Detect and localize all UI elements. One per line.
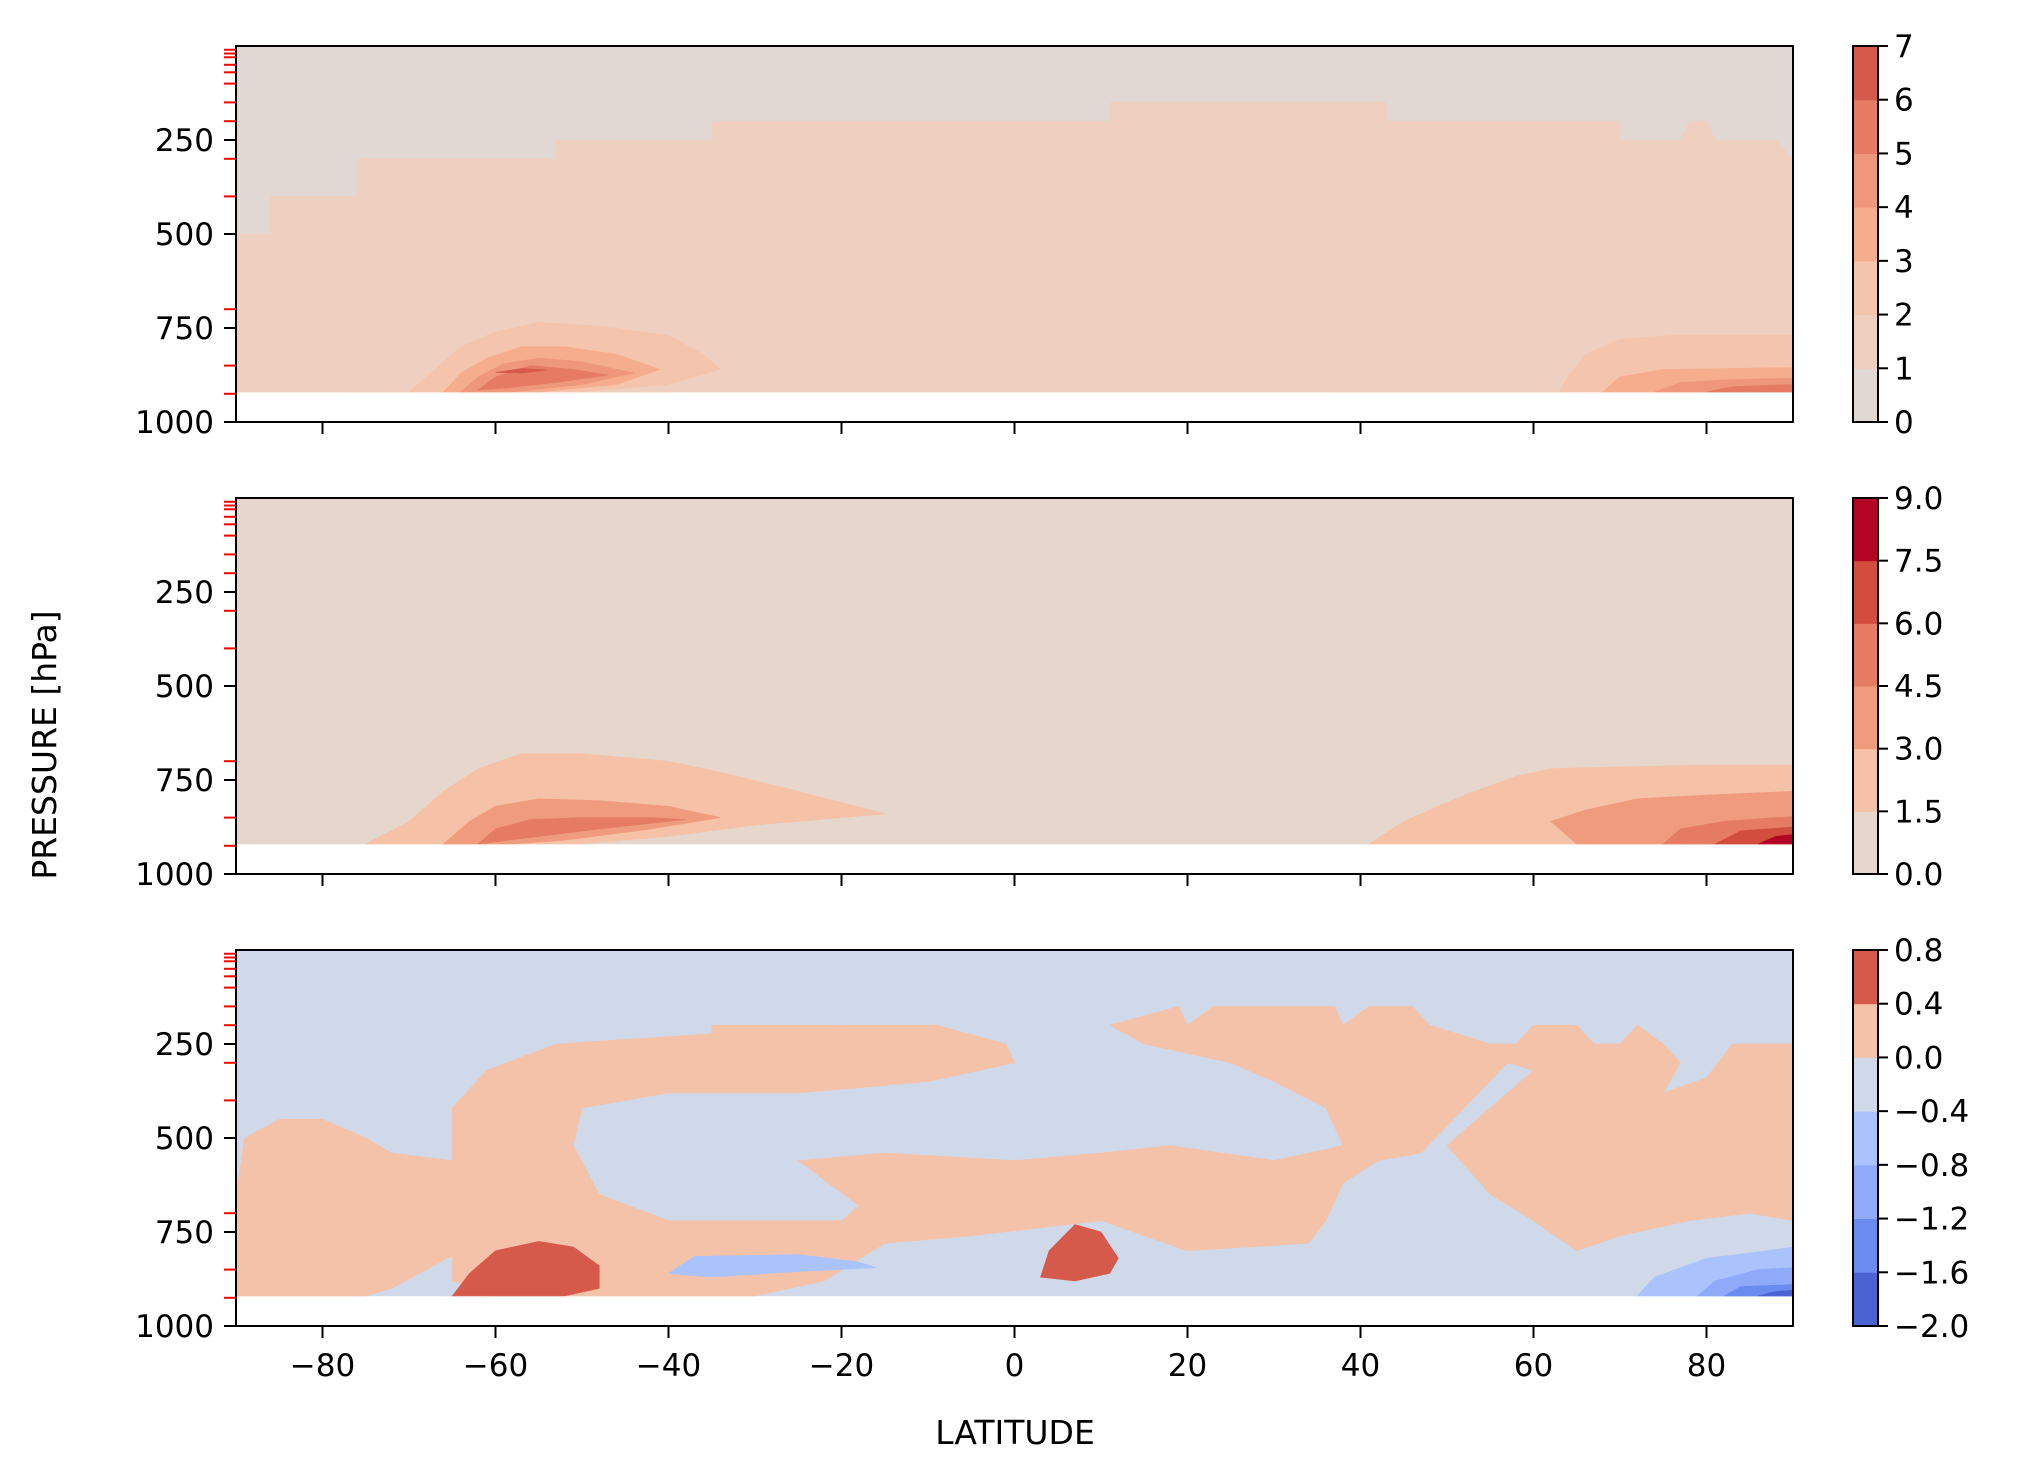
colorbar-swatch [1853, 1272, 1878, 1327]
colorbar-tick-label: 0 [1894, 405, 1914, 441]
colorbar-2: 0.0 1.5 3.0 4.5 6.0 7.5 9.0 [1852, 481, 1943, 893]
colorbar-swatch [1853, 207, 1878, 262]
contour-region-level-3 [477, 817, 686, 845]
colorbar-swatch [1853, 1218, 1878, 1273]
colorbar-frame [1852, 45, 1879, 423]
colorbar-tick-label: −2.0 [1894, 1309, 1969, 1345]
colorbar-tick-label: 3.0 [1894, 732, 1943, 768]
colorbar-tick-label: −1.2 [1894, 1202, 1969, 1238]
colorbar-swatch [1853, 1164, 1878, 1220]
colorbar-tick-label: 0.0 [1894, 857, 1943, 893]
colorbar-tick-label: 4.5 [1894, 669, 1943, 705]
colorbar-swatch [1853, 1057, 1878, 1112]
x-tick-label: 80 [1687, 1348, 1726, 1384]
y-tick-label: 1000 [135, 405, 214, 441]
contour-region-level-6 [495, 368, 548, 374]
colorbar-tick-label: −0.4 [1894, 1094, 1969, 1130]
y-tick-label: 500 [155, 669, 214, 705]
contour-region-level-5 [236, 1118, 470, 1297]
colorbar-tick-label: −0.8 [1894, 1148, 1969, 1184]
colorbar-tick-label: 7 [1894, 29, 1914, 65]
x-tick-label: 0 [1005, 1348, 1025, 1384]
colorbar-swatch [1853, 260, 1878, 316]
colorbar-swatch [1853, 748, 1878, 812]
contour-region-level-3 [667, 1254, 877, 1278]
colorbar-swatch [1853, 153, 1878, 208]
y-tick-label: 250 [155, 123, 214, 159]
colorbar-swatch [1853, 46, 1878, 101]
colorbar-swatch [1853, 1003, 1878, 1058]
x-tick-label: −40 [636, 1348, 701, 1384]
colorbar-swatch [1853, 314, 1878, 369]
colorbar-swatch [1853, 560, 1878, 624]
colorbar-swatch [1853, 811, 1878, 875]
contour-panel-1: 250 500 750 1000 0 1 2 3 4 5 6 7 [135, 29, 1914, 441]
x-axis-label: LATITUDE [935, 1413, 1095, 1452]
y-tick-label: 250 [155, 575, 214, 611]
colorbar-3: −2.0 −1.6 −1.2 −0.8 −0.4 0.0 0.4 0.8 [1852, 933, 1969, 1345]
colorbar-swatch [1853, 99, 1878, 154]
colorbar-tick-label: 0.0 [1894, 1040, 1943, 1076]
colorbar-swatch [1853, 498, 1878, 562]
contour-region-level-6 [451, 1241, 600, 1297]
y-tick-label: 750 [155, 763, 214, 799]
contour-region-level-0 [1758, 1289, 1793, 1297]
colorbar-tick-label: 6 [1894, 83, 1914, 119]
contour-region-level-1 [1040, 320, 1102, 370]
y-tick-label: 1000 [135, 857, 214, 893]
colorbar-tick-label: 6.0 [1894, 606, 1943, 642]
colorbar-1: 0 1 2 3 4 5 6 7 [1852, 29, 1914, 441]
colorbar-swatch [1853, 950, 1878, 1005]
y-tick-label: 500 [155, 217, 214, 253]
contour-panels: 250 500 750 1000 0 1 2 3 4 5 6 7 250 500 750 1000 0.0 1.5… [135, 29, 1969, 1384]
colorbar-tick-label: 5 [1894, 136, 1914, 172]
contour-panel-3: 250 500 750 1000 −80 −60 −40 −20 0 20 40 60 80 −2.0 −1… [135, 933, 1969, 1384]
colorbar-swatch [1853, 623, 1878, 687]
colorbar-frame [1852, 949, 1879, 1327]
x-tick-label: −60 [463, 1348, 528, 1384]
colorbar-tick-label: −1.6 [1894, 1255, 1969, 1291]
x-tick-label: 40 [1341, 1348, 1380, 1384]
y-tick-label: 1000 [135, 1309, 214, 1345]
colorbar-tick-label: 0.4 [1894, 987, 1943, 1023]
contour-region-level-6 [1040, 1224, 1119, 1282]
x-tick-label: −80 [290, 1348, 355, 1384]
contour-region-level-5 [451, 1006, 1793, 1297]
contour-region-level-5 [477, 365, 609, 391]
colorbar-tick-label: 4 [1894, 190, 1914, 226]
contour-panel-2: 250 500 750 1000 0.0 1.5 3.0 4.5 6.0 7.5 9.0 [135, 481, 1943, 893]
colorbar-tick-label: 2 [1894, 298, 1914, 334]
colorbar-tick-label: 7.5 [1894, 544, 1943, 580]
plot-area [236, 46, 1793, 393]
x-tick-label: 60 [1514, 1348, 1553, 1384]
plot-area [236, 498, 1793, 845]
plot-area [236, 950, 1793, 1297]
colorbar-swatch [1853, 1111, 1878, 1166]
y-tick-label: 750 [155, 311, 214, 347]
colorbar-swatch [1853, 368, 1878, 423]
colorbar-tick-label: 9.0 [1894, 481, 1943, 517]
colorbar-tick-label: 0.8 [1894, 933, 1943, 969]
x-tick-label: 20 [1168, 1348, 1207, 1384]
colorbar-tick-label: 1 [1894, 351, 1914, 387]
y-axis-label: PRESSURE [hPa] [25, 610, 64, 879]
contour-region-level-5 [1706, 384, 1793, 393]
contour-region-level-5 [1758, 834, 1793, 845]
colorbar-tick-label: 3 [1894, 244, 1914, 280]
y-tick-label: 250 [155, 1027, 214, 1063]
y-tick-label: 500 [155, 1121, 214, 1157]
x-tick-label: −20 [809, 1348, 874, 1384]
colorbar-swatch [1853, 686, 1878, 750]
y-tick-label: 750 [155, 1215, 214, 1251]
colorbar-tick-label: 1.5 [1894, 794, 1943, 830]
